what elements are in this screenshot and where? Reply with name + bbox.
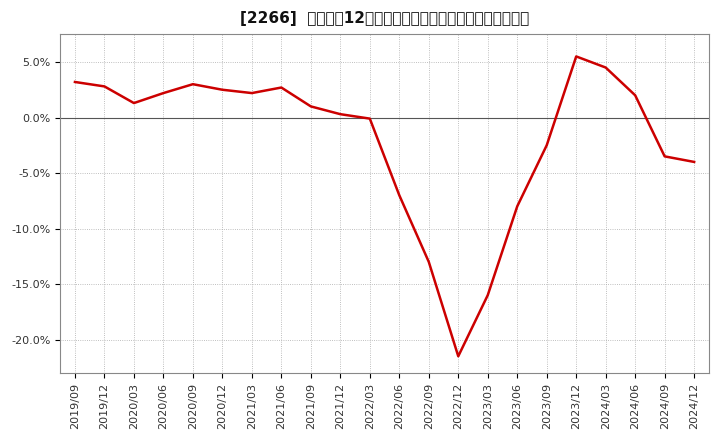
Title: [2266]  売上高の12か月移動合計の対前年同期増減率の推移: [2266] 売上高の12か月移動合計の対前年同期増減率の推移 <box>240 11 529 26</box>
